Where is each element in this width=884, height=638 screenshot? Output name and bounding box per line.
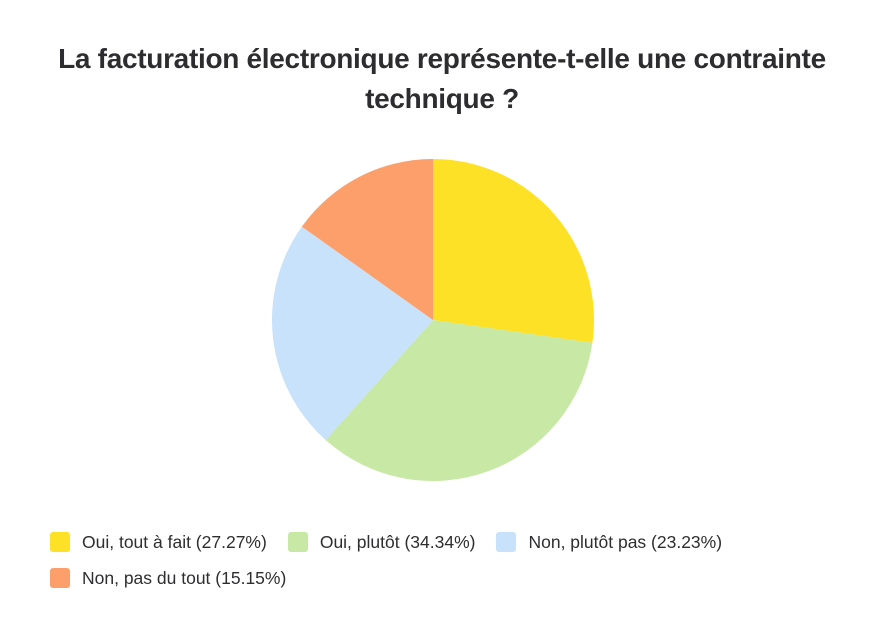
legend-item-oui-plutot: Oui, plutôt (34.34%) [287,531,476,553]
pie-slice-1 [433,159,594,343]
legend-label: Non, pas du tout (15.15%) [82,568,287,588]
pie-slice-2 [325,320,593,481]
legend-swatch-yellow [50,532,70,552]
legend-swatch-blue [496,532,517,552]
legend-item-oui-tout-a-fait: Oui, tout à fait (27.27%) [50,531,267,553]
chart-title: La facturation électronique représente-t… [58,43,826,114]
pie-slice-4 [301,159,433,320]
legend: Oui, tout à fait (27.27%) Oui, plutôt (3… [50,531,842,589]
legend-label: Non, plutôt pas (23.23%) [528,532,723,552]
legend-item-non-pas-du-tout: Non, pas du tout (15.15%) [50,567,286,589]
pie-svg [272,159,594,481]
pie-chart [272,159,594,481]
pie-slice-3 [272,226,433,440]
legend-label: Oui, tout à fait (27.27%) [82,532,267,552]
legend-swatch-green [287,532,308,552]
legend-swatch-orange [50,568,70,588]
legend-label: Oui, plutôt (34.34%) [319,532,476,552]
legend-item-non-plutot-pas: Non, plutôt pas (23.23%) [496,531,722,553]
